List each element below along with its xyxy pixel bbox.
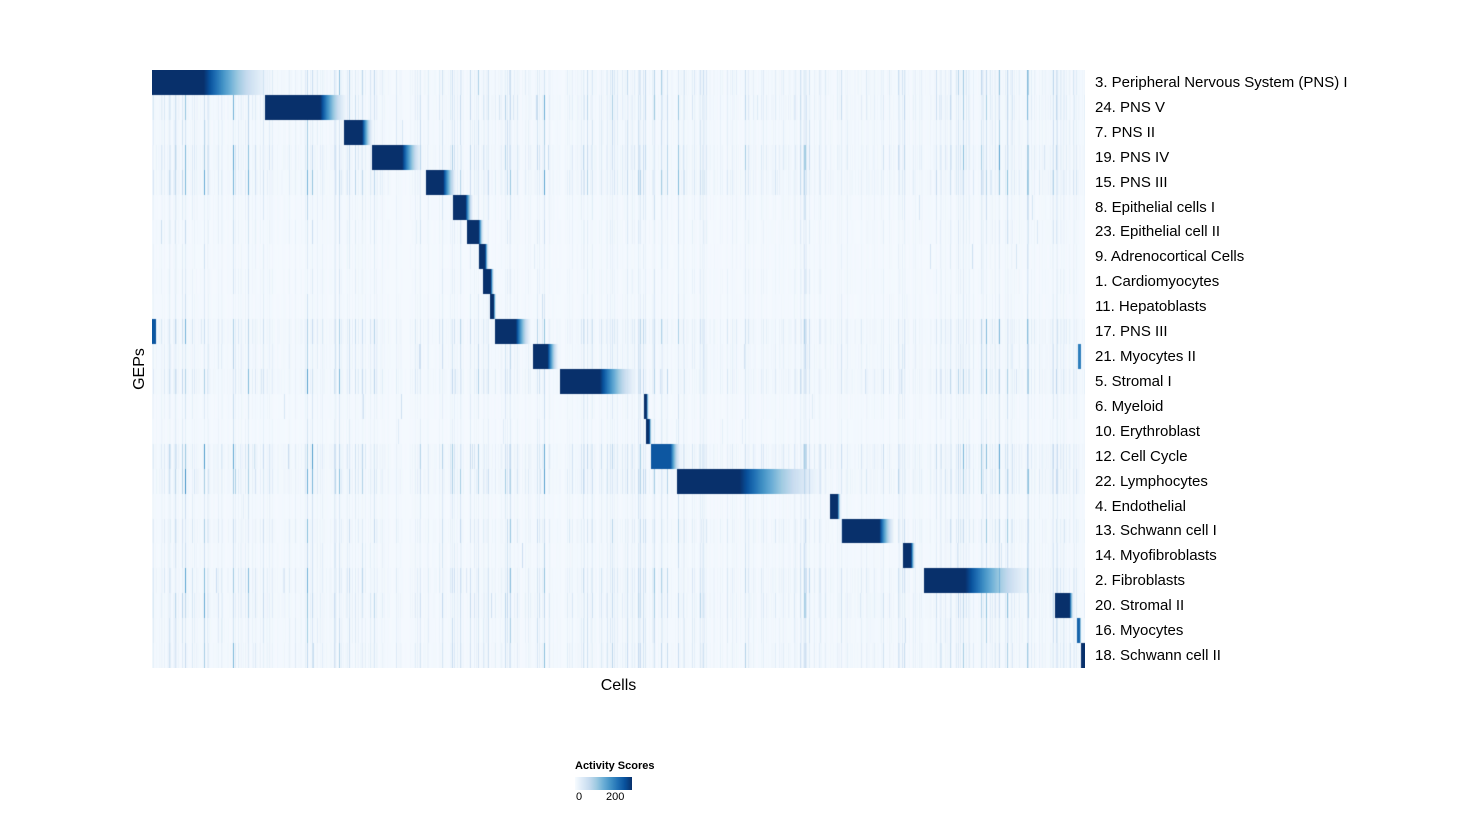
row-label: 10. Erythroblast — [1095, 422, 1201, 440]
legend: Activity Scores 0 200 — [575, 760, 705, 804]
row-label: 23. Epithelial cell II — [1095, 223, 1221, 241]
row-label: 22. Lymphocytes — [1095, 472, 1208, 490]
row-label: 3. Peripheral Nervous System (PNS) I — [1095, 73, 1348, 91]
row-label: 14. Myofibroblasts — [1095, 547, 1217, 565]
row-label: 13. Schwann cell I — [1095, 522, 1217, 540]
row-label: 4. Endothelial — [1095, 497, 1186, 515]
legend-ticks: 0 200 — [575, 790, 655, 804]
row-label: 16. Myocytes — [1095, 622, 1184, 640]
legend-title: Activity Scores — [575, 760, 655, 772]
heatmap-canvas — [152, 70, 1085, 668]
row-label: 18. Schwann cell II — [1095, 647, 1221, 665]
row-label: 11. Hepatoblasts — [1095, 298, 1207, 316]
legend-gradient-bar — [575, 777, 632, 790]
legend-max-label: 200 — [606, 791, 625, 803]
legend-min-label: 0 — [576, 791, 583, 803]
row-label: 24. PNS V — [1095, 98, 1166, 116]
row-label: 2. Fibroblasts — [1095, 572, 1186, 590]
y-axis-label: GEPs — [131, 348, 148, 390]
row-label: 19. PNS IV — [1095, 148, 1170, 166]
row-label: 1. Cardiomyocytes — [1095, 273, 1220, 291]
row-label: 12. Cell Cycle — [1095, 447, 1188, 465]
row-label: 20. Stromal II — [1095, 597, 1185, 615]
x-axis-label: Cells — [600, 677, 637, 694]
row-label: 21. Myocytes II — [1095, 348, 1196, 366]
row-label: 7. PNS II — [1095, 123, 1156, 141]
row-label: 15. PNS III — [1095, 173, 1168, 191]
row-label: 9. Adrenocortical Cells — [1095, 248, 1245, 266]
row-label: 8. Epithelial cells I — [1095, 198, 1216, 216]
row-label: 17. PNS III — [1095, 323, 1168, 341]
row-label: 6. Myeloid — [1095, 397, 1164, 415]
row-label: 5. Stromal I — [1095, 372, 1172, 390]
